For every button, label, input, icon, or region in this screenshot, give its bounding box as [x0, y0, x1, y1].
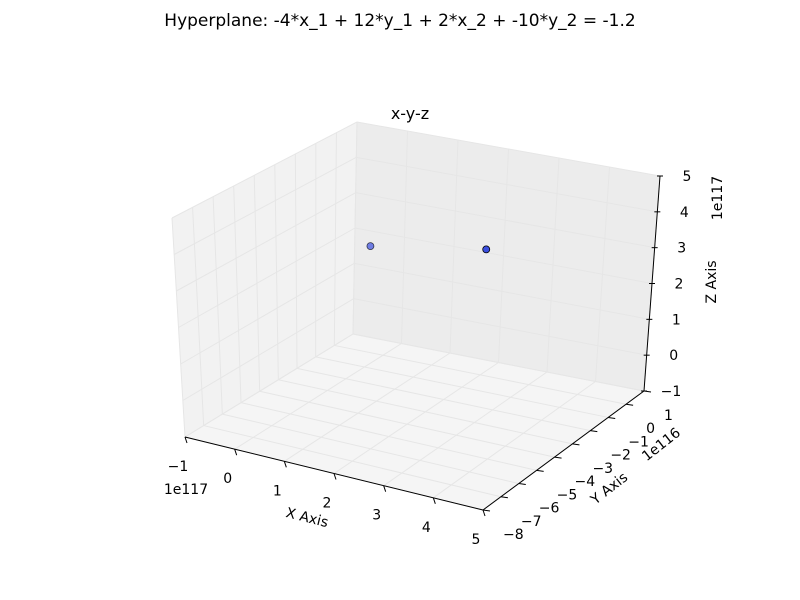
grid-floor-y — [278, 379, 573, 445]
grid-back-z — [354, 262, 650, 320]
y-tick-mark — [590, 430, 598, 433]
x-tick-mark — [283, 461, 287, 468]
grid-left-z — [173, 156, 357, 255]
grid-left-z — [178, 227, 356, 328]
x-tick-mark — [184, 436, 188, 444]
y-tick-mark — [572, 443, 580, 446]
z-axis-label: Z Axis — [704, 260, 720, 303]
grid-back-z — [356, 121, 661, 177]
grid-left-z — [171, 121, 358, 219]
z-tick-label: 2 — [675, 277, 684, 293]
axes-gridlines — [171, 121, 661, 511]
grid-floor-x — [333, 362, 499, 474]
y-tick-mark — [608, 416, 616, 419]
grid-floor-y — [259, 390, 555, 458]
y-axis-line — [482, 390, 645, 511]
grid-back-z — [353, 298, 647, 356]
chart-title: x-y-z — [391, 104, 429, 123]
y-tick-label: 0 — [646, 421, 655, 437]
z-tick-label: 4 — [680, 205, 689, 221]
grid-back-z — [352, 333, 645, 392]
y-tick-label: −5 — [557, 487, 578, 503]
x-axis-ticks: −1 0 1 2 3 4 5 — [168, 436, 486, 548]
y-tick-mark — [536, 469, 544, 472]
grid-floor-x — [383, 371, 548, 487]
grid-left-z — [182, 298, 354, 401]
y-tick-mark — [554, 456, 562, 459]
grid-floor-x — [433, 381, 596, 499]
y-tick-label: −1 — [628, 434, 649, 450]
grid-floor-y — [334, 344, 627, 405]
x-axis-offset-label: 1e117 — [164, 482, 208, 498]
grid-floor-x — [284, 352, 451, 462]
y-tick-mark — [500, 496, 508, 499]
x-tick-label: 4 — [422, 520, 431, 536]
grid-floor-y — [203, 425, 502, 498]
scatter-point — [482, 245, 491, 254]
x-tick-label: −1 — [168, 459, 189, 475]
y-tick-label: −4 — [575, 474, 596, 490]
grid-floor-y — [296, 367, 591, 432]
x-tick-label: 2 — [323, 496, 332, 512]
x-tick-mark — [432, 497, 436, 504]
scatter-point — [366, 242, 375, 251]
y-axis-ticks: −8−7−6−5−4−3−2−101 — [482, 390, 673, 543]
figure-suptitle: Hyperplane: -4*x_1 + 12*y_1 + 2*x_2 + -1… — [164, 11, 635, 31]
scatter-points — [366, 242, 491, 254]
y-tick-label: −8 — [503, 527, 524, 543]
z-axis-ticks: −1 0 1 2 3 4 5 — [641, 169, 691, 400]
pane-floor — [185, 334, 644, 510]
grid-left-z — [176, 192, 356, 292]
y-tick-mark — [626, 403, 634, 406]
y-tick-label: −3 — [592, 461, 613, 477]
grid-floor-x — [234, 343, 402, 450]
x-tick-mark — [333, 473, 337, 480]
grid-back-z — [354, 227, 653, 284]
x-tick-label: 1 — [273, 483, 282, 499]
z-tick-label: −1 — [661, 384, 682, 400]
z-tick-label: 0 — [669, 348, 678, 364]
grid-left-z — [180, 262, 355, 365]
x-tick-mark — [234, 449, 238, 456]
x-tick-label: 5 — [472, 532, 481, 548]
z-axis-offset-label: 1e117 — [710, 176, 726, 220]
y-tick-label: 1 — [664, 408, 673, 424]
grid-left-z — [184, 333, 354, 438]
y-tick-label: −6 — [539, 501, 560, 517]
x-tick-mark — [482, 509, 486, 517]
y-tick-label: −7 — [521, 514, 542, 530]
z-tick-label: 5 — [683, 169, 692, 185]
y-tick-mark — [482, 509, 491, 512]
grid-back-z — [355, 192, 655, 249]
grid-floor-y — [315, 356, 609, 418]
x-tick-mark — [383, 485, 387, 492]
grid-floor-y — [222, 413, 519, 485]
grid-back-z — [356, 156, 658, 213]
x-tick-label: 3 — [372, 508, 381, 524]
z-tick-label: 3 — [677, 241, 686, 257]
y-tick-label: −2 — [610, 448, 631, 464]
y-tick-mark — [518, 483, 526, 486]
grid-floor-y — [240, 402, 537, 471]
z-tick-label: 1 — [672, 312, 681, 328]
x-tick-label: 0 — [223, 471, 232, 487]
